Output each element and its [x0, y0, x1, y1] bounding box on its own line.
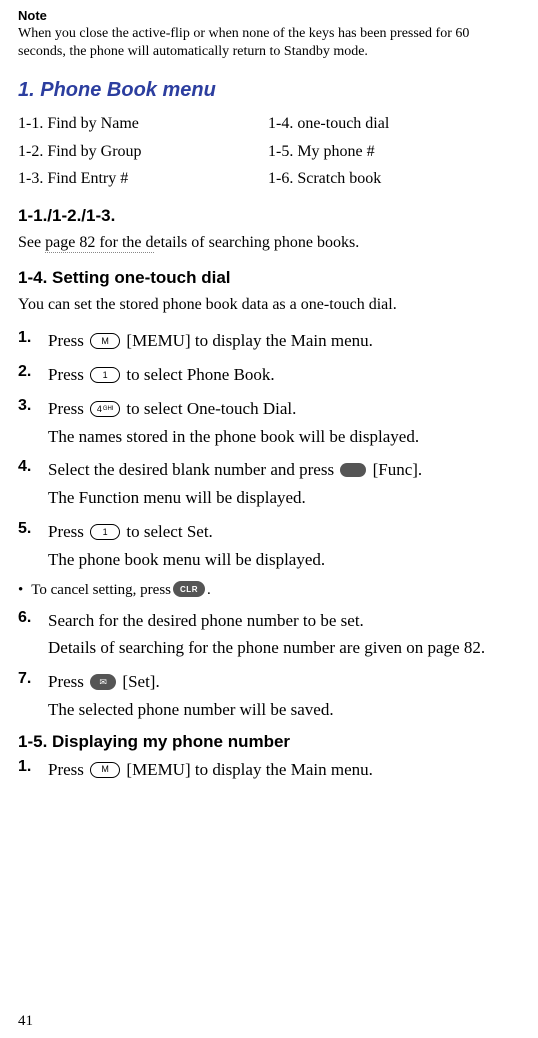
step-body: Press ✉ [Set]. The selected phone number… — [48, 670, 520, 722]
key-4-icon: 4GHI — [90, 401, 120, 417]
softkey-icon — [340, 463, 366, 477]
step-item: 3. Press 4GHI to select One-touch Dial. … — [18, 397, 520, 449]
step-item: 2. Press 1 to select Phone Book. — [18, 363, 520, 387]
step-body: Press M [MEMU] to display the Main menu. — [48, 329, 520, 353]
step-number: 6. — [18, 609, 48, 627]
menu-col-right: 1-4. one-touch dial 1-5. My phone # 1-6.… — [268, 110, 520, 192]
step-item: 1. Press M [MEMU] to display the Main me… — [18, 758, 520, 782]
menu-item: 1-2. Find by Group — [18, 138, 268, 165]
subsection-heading: 1-4. Setting one-touch dial — [18, 268, 520, 288]
step-number: 3. — [18, 397, 48, 415]
menu-item: 1-3. Find Entry # — [18, 165, 268, 192]
step-item: 4. Select the desired blank number and p… — [18, 458, 520, 510]
bullet-icon: • — [18, 582, 23, 599]
step-number: 5. — [18, 520, 48, 538]
text: to select Set. — [122, 522, 213, 541]
subsection-heading: 1-5. Displaying my phone number — [18, 732, 520, 752]
step-number: 7. — [18, 670, 48, 688]
step-item: 6. Search for the desired phone number t… — [18, 609, 520, 661]
note-body: When you close the active-flip or when n… — [18, 25, 520, 61]
text: Press — [48, 522, 88, 541]
menu-item: 1-6. Scratch book — [268, 165, 520, 192]
subsection-heading: 1-1./1-2./1-3. — [18, 206, 520, 226]
step-subtext: The selected phone number will be saved. — [48, 698, 520, 722]
menu-columns: 1-1. Find by Name 1-2. Find by Group 1-3… — [18, 110, 520, 192]
text: [MEMU] to display the Main menu. — [122, 760, 373, 779]
text: Select the desired blank number and pres… — [48, 460, 338, 479]
body-text: See page 82 for the details of searching… — [18, 232, 520, 254]
menu-item: 1-1. Find by Name — [18, 110, 268, 137]
text: to select One-touch Dial. — [122, 399, 296, 418]
text: [MEMU] to display the Main menu. — [122, 331, 373, 350]
step-body: Press 1 to select Phone Book. — [48, 363, 520, 387]
menu-item: 1-5. My phone # — [268, 138, 520, 165]
page-number: 41 — [18, 1013, 33, 1030]
key-digit: 4 — [97, 403, 102, 416]
step-item: 7. Press ✉ [Set]. The selected phone num… — [18, 670, 520, 722]
text: Press — [48, 331, 88, 350]
step-subtext: The Function menu will be displayed. — [48, 486, 520, 510]
step-item: 1. Press M [MEMU] to display the Main me… — [18, 329, 520, 353]
page-reference-link[interactable]: page 82 for the d — [45, 234, 153, 253]
step-number: 1. — [18, 329, 48, 347]
step-subtext: Details of searching for the phone numbe… — [48, 636, 520, 660]
step-number: 4. — [18, 458, 48, 476]
key-m-icon: M — [90, 333, 120, 349]
step-number: 2. — [18, 363, 48, 381]
text: See — [18, 234, 45, 251]
key-clr-icon: CLR — [173, 581, 205, 597]
text: [Set]. — [118, 672, 160, 691]
text: Press — [48, 399, 88, 418]
menu-item: 1-4. one-touch dial — [268, 110, 520, 137]
menu-col-left: 1-1. Find by Name 1-2. Find by Group 1-3… — [18, 110, 268, 192]
text: To cancel setting, press — [31, 582, 171, 599]
step-body: Select the desired blank number and pres… — [48, 458, 520, 510]
key-letters: GHI — [103, 405, 114, 413]
step-body: Press 1 to select Set. The phone book me… — [48, 520, 520, 572]
key-m-icon: M — [90, 762, 120, 778]
text: [Func]. — [368, 460, 422, 479]
text: Press — [48, 365, 88, 384]
step-subtext: The names stored in the phone book will … — [48, 425, 520, 449]
text: etails of searching phone books. — [154, 234, 360, 251]
step-body: Search for the desired phone number to b… — [48, 609, 520, 661]
text: Press — [48, 760, 88, 779]
step-item: 5. Press 1 to select Set. The phone book… — [18, 520, 520, 572]
key-1-icon: 1 — [90, 367, 120, 383]
key-1-icon: 1 — [90, 524, 120, 540]
text: to select Phone Book. — [122, 365, 275, 384]
step-body: Press M [MEMU] to display the Main menu. — [48, 758, 520, 782]
section-heading-phonebook: 1. Phone Book menu — [18, 79, 520, 102]
text: . — [207, 582, 211, 599]
step-body: Press 4GHI to select One-touch Dial. The… — [48, 397, 520, 449]
bullet-note: • To cancel setting, press CLR. — [18, 582, 520, 599]
intro-text: You can set the stored phone book data a… — [18, 294, 520, 316]
step-subtext: The phone book menu will be displayed. — [48, 548, 520, 572]
text: Search for the desired phone number to b… — [48, 611, 364, 630]
note-label: Note — [18, 8, 520, 23]
step-number: 1. — [18, 758, 48, 776]
key-mail-icon: ✉ — [90, 674, 116, 690]
text: Press — [48, 672, 88, 691]
